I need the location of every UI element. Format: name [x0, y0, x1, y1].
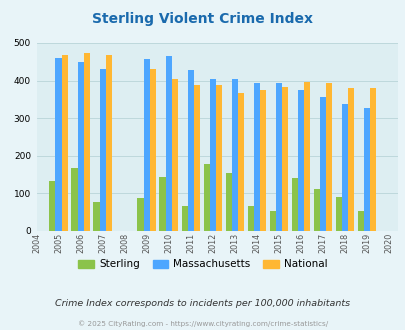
Bar — [99, 69, 105, 231]
Bar — [105, 55, 112, 231]
Bar — [225, 174, 231, 231]
Bar — [49, 182, 55, 231]
Bar — [357, 212, 363, 231]
Bar — [209, 79, 215, 231]
Bar — [71, 168, 77, 231]
Bar — [269, 211, 275, 231]
Bar — [171, 79, 177, 231]
Bar — [297, 89, 303, 231]
Bar — [55, 58, 62, 231]
Text: © 2025 CityRating.com - https://www.cityrating.com/crime-statistics/: © 2025 CityRating.com - https://www.city… — [78, 320, 327, 327]
Bar — [369, 88, 375, 231]
Bar — [77, 62, 83, 231]
Bar — [62, 54, 68, 231]
Bar — [325, 83, 331, 231]
Bar — [253, 83, 259, 231]
Bar — [363, 108, 369, 231]
Bar — [149, 69, 156, 231]
Bar — [313, 189, 319, 231]
Bar — [83, 53, 90, 231]
Bar — [281, 87, 288, 231]
Bar — [159, 177, 165, 231]
Bar — [291, 178, 297, 231]
Bar — [341, 104, 347, 231]
Bar — [181, 206, 187, 231]
Bar — [319, 97, 325, 231]
Text: Crime Index corresponds to incidents per 100,000 inhabitants: Crime Index corresponds to incidents per… — [55, 299, 350, 308]
Bar — [259, 89, 265, 231]
Bar — [165, 56, 171, 231]
Bar — [187, 70, 193, 231]
Legend: Sterling, Massachusetts, National: Sterling, Massachusetts, National — [74, 255, 331, 274]
Bar — [143, 59, 149, 231]
Bar — [275, 83, 281, 231]
Bar — [231, 79, 237, 231]
Bar — [303, 82, 309, 231]
Bar — [347, 88, 354, 231]
Bar — [193, 85, 200, 231]
Bar — [203, 164, 209, 231]
Bar — [247, 206, 253, 231]
Bar — [215, 85, 222, 231]
Bar — [93, 202, 99, 231]
Bar — [335, 197, 341, 231]
Bar — [237, 92, 243, 231]
Bar — [137, 198, 143, 231]
Text: Sterling Violent Crime Index: Sterling Violent Crime Index — [92, 12, 313, 25]
